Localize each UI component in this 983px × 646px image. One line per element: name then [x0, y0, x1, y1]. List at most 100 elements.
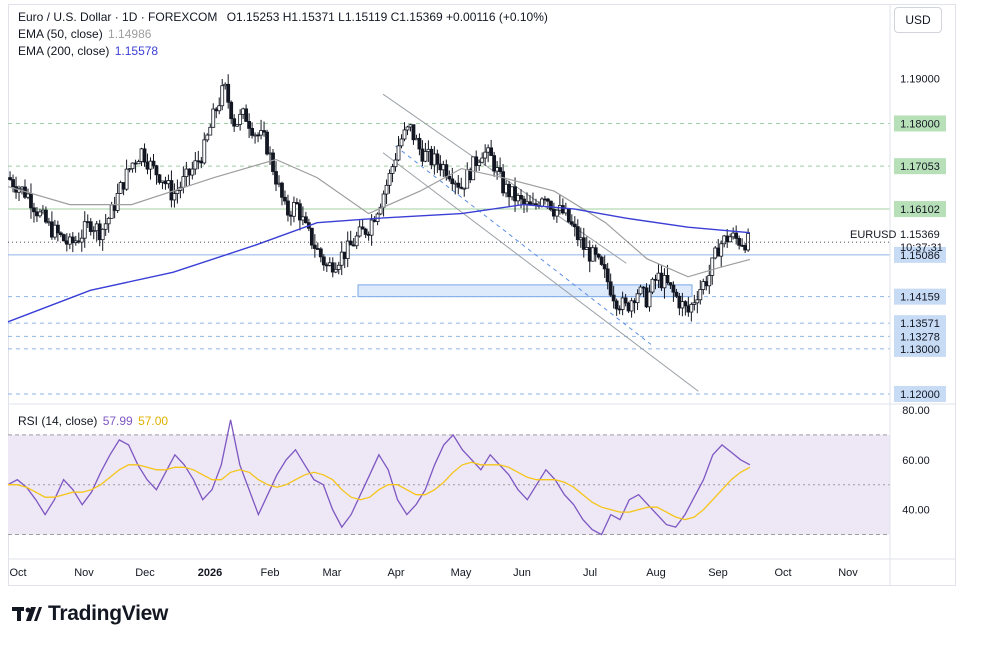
rsi-tick-label: 40.00 [902, 505, 930, 517]
candle-down [274, 171, 278, 185]
candle-down [112, 204, 117, 211]
level-label: 1.16102 [900, 204, 940, 216]
candle-up [235, 123, 240, 127]
candle-down [283, 196, 287, 202]
candle-down [133, 162, 138, 165]
candle-down [309, 227, 314, 246]
candle-down [145, 161, 150, 170]
candle-down [551, 208, 556, 217]
candle-up [94, 223, 99, 232]
candle-up [540, 198, 544, 207]
candle-up [193, 160, 198, 170]
candle-down [435, 153, 440, 165]
candle-up [662, 275, 667, 289]
rsi-value: 57.99 [102, 414, 133, 428]
candle-down [360, 226, 365, 230]
candle-up [190, 168, 195, 176]
rsi-legend[interactable]: RSI (14, close) 57.99 57.00 [18, 414, 168, 428]
level-label: 1.17053 [900, 161, 940, 173]
candle-down [677, 295, 682, 309]
brand-logo[interactable]: TradingView [12, 602, 168, 626]
level-label: 1.14159 [900, 292, 940, 304]
candle-up [525, 201, 529, 205]
candle-up [414, 137, 419, 141]
candle-down [229, 101, 234, 120]
x-tick-label: Oct [9, 567, 26, 579]
candle-up [486, 147, 491, 153]
candle-up [217, 105, 222, 112]
candle-up [378, 206, 383, 215]
candle-up [115, 193, 120, 211]
ohlc-values: O1.15253 H1.15371 L1.15119 C1.15369 +0.0… [226, 10, 548, 24]
candle-down [608, 281, 613, 296]
candle-down [665, 275, 670, 283]
x-tick-label: 2026 [198, 567, 222, 579]
candle-down [569, 221, 574, 225]
candle-up [495, 167, 500, 172]
channel-mid-line [395, 145, 652, 345]
candle-up [563, 208, 568, 214]
candle-down [626, 302, 631, 312]
candle-down [683, 301, 688, 307]
candle-up [205, 134, 210, 141]
ema200-legend[interactable]: EMA (200, close) 1.15578 [18, 44, 158, 58]
candle-up [91, 230, 96, 233]
candle-down [659, 272, 664, 289]
candle-down [151, 160, 156, 167]
candle-down [641, 286, 646, 289]
candle-down [289, 214, 293, 217]
candle-up [253, 134, 257, 137]
level-label: 1.12000 [900, 389, 940, 401]
level-label: 1.13278 [900, 331, 940, 343]
candle-up [707, 275, 712, 287]
candle-down [605, 268, 610, 283]
level-label-bg [894, 246, 946, 263]
candle-up [719, 243, 724, 257]
candle-down [196, 160, 201, 163]
candle-down [611, 294, 616, 302]
level-label: 1.18000 [900, 118, 940, 130]
candle-up [160, 180, 165, 183]
candle-down [226, 83, 231, 103]
candle-down [599, 256, 604, 265]
candle-up [106, 217, 111, 225]
candle-up [584, 247, 589, 250]
candle-down [474, 156, 479, 166]
candle-down [318, 248, 323, 258]
candle-up [148, 160, 153, 170]
rsi-label: RSI (14, close) [18, 414, 98, 428]
candle-down [64, 240, 69, 245]
candle-down [596, 253, 601, 258]
candle-up [166, 180, 171, 185]
candle-up [223, 83, 228, 87]
candle-down [85, 221, 90, 224]
candle-up [689, 304, 694, 313]
candle-down [44, 209, 48, 223]
candle-up [692, 302, 697, 305]
candle-up [465, 169, 470, 189]
ema50-value: 1.14986 [108, 27, 152, 41]
price-tag-price: 1.15369 [900, 229, 940, 241]
candle-down [363, 228, 368, 235]
candle-up [695, 299, 700, 304]
candle-up [241, 108, 246, 115]
candle-up [175, 190, 180, 195]
symbol-legend[interactable]: Euro / U.S. Dollar · 1D · FOREXCOM O1.15… [18, 10, 548, 24]
currency-button[interactable]: USD [894, 7, 942, 33]
candle-down [8, 177, 12, 180]
candle-up [471, 156, 476, 181]
candle-down [154, 165, 159, 176]
candle-up [510, 186, 514, 198]
candle-down [543, 198, 547, 201]
candle-down [546, 198, 550, 202]
candle-down [686, 305, 691, 313]
candle-down [286, 200, 290, 216]
candle-up [127, 168, 132, 171]
x-tick-label: May [451, 567, 472, 579]
ema50-legend[interactable]: EMA (50, close) 1.14986 [18, 27, 151, 41]
candle-down [528, 201, 532, 205]
rsi-tick-label: 60.00 [902, 455, 930, 467]
candle-down [163, 180, 168, 185]
candle-up [208, 126, 213, 136]
